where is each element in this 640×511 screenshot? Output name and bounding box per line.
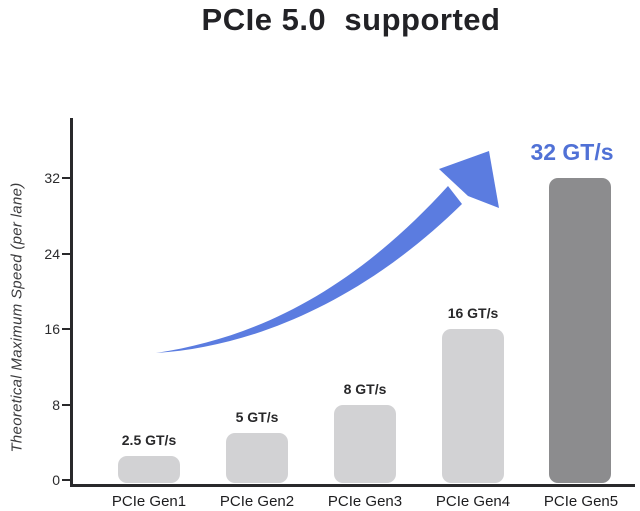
x-label-pcie-gen5: PCIe Gen5: [543, 493, 619, 510]
y-tick-label: 32: [44, 170, 60, 186]
y-tick-label: 16: [44, 321, 60, 337]
x-label-pcie-gen2: PCIe Gen2: [219, 493, 295, 510]
y-tick-mark: [62, 252, 72, 255]
y-tick-mark: [62, 479, 72, 481]
y-tick-label: 0: [52, 472, 60, 488]
bar-pcie-gen2: [226, 432, 288, 483]
x-label-pcie-gen4: PCIe Gen4: [435, 493, 511, 510]
bar-value-label: 16 GT/s: [447, 305, 499, 321]
bar-pcie-gen1: [118, 456, 180, 483]
x-axis-line: [70, 484, 635, 487]
y-tick-label: 24: [44, 245, 60, 262]
x-label-pcie-gen1: PCIe Gen1: [111, 493, 187, 510]
x-label-pcie-gen3: PCIe Gen3: [327, 493, 403, 510]
highlight-value-label: 32 GT/s: [530, 139, 614, 165]
bar-value-label: 8 GT/s: [343, 380, 387, 397]
bar-pcie-gen5: [549, 178, 611, 483]
y-axis-title: Theoretical Maximum Speed (per lane): [8, 182, 26, 453]
arrow-head: [439, 151, 499, 208]
bar-pcie-gen3: [334, 404, 396, 483]
chart-title: PCIe 5.0 supported: [201, 2, 501, 37]
y-axis-line: [70, 118, 73, 487]
bar-pcie-gen4: [442, 329, 504, 483]
bar-value-label: 5 GT/s: [235, 408, 279, 425]
y-tick-mark: [62, 403, 72, 406]
arrow-shaft: [156, 186, 462, 353]
bar-value-label: 2.5 GT/s: [121, 432, 177, 449]
y-tick-mark: [62, 328, 72, 330]
y-tick-mark: [62, 177, 72, 179]
y-tick-label: 8: [52, 396, 60, 413]
